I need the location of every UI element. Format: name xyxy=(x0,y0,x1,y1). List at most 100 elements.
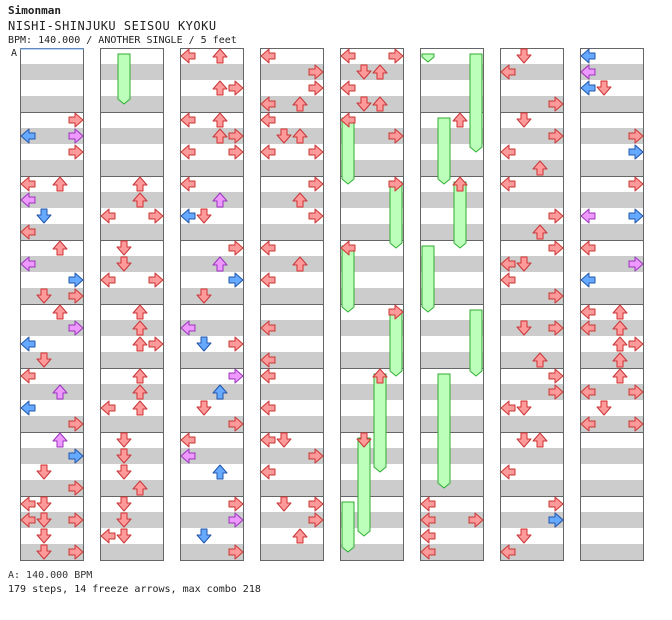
left-arrow-icon xyxy=(260,368,276,384)
left-arrow-icon xyxy=(260,432,276,448)
right-arrow-icon xyxy=(308,64,324,80)
right-arrow-icon xyxy=(308,80,324,96)
chart-column xyxy=(100,48,164,561)
left-arrow-icon xyxy=(260,240,276,256)
up-arrow-icon xyxy=(132,320,148,336)
down-arrow-icon xyxy=(516,256,532,272)
left-arrow-icon xyxy=(180,144,196,160)
right-arrow-icon xyxy=(308,496,324,512)
down-arrow-icon xyxy=(36,352,52,368)
down-arrow-icon xyxy=(356,64,372,80)
measure-box xyxy=(340,496,404,561)
freeze-arrow xyxy=(421,53,435,63)
up-arrow-icon xyxy=(612,320,628,336)
freeze-arrow xyxy=(117,53,131,105)
down-arrow-icon xyxy=(276,128,292,144)
chart-column xyxy=(500,48,564,561)
freeze-arrow xyxy=(389,309,403,377)
left-arrow-icon xyxy=(340,240,356,256)
section-marker: A xyxy=(11,48,18,59)
freeze-arrow xyxy=(437,373,451,489)
measure-box xyxy=(20,496,84,561)
right-arrow-icon xyxy=(628,128,644,144)
up-arrow-icon xyxy=(292,528,308,544)
right-arrow-icon xyxy=(68,544,84,560)
right-arrow-icon xyxy=(548,320,564,336)
freeze-arrow xyxy=(453,181,467,249)
right-arrow-icon xyxy=(228,272,244,288)
up-arrow-icon xyxy=(372,368,388,384)
left-arrow-icon xyxy=(500,64,516,80)
down-arrow-icon xyxy=(116,464,132,480)
up-arrow-icon xyxy=(532,432,548,448)
up-arrow-icon xyxy=(612,352,628,368)
up-arrow-icon xyxy=(212,80,228,96)
left-arrow-icon xyxy=(20,368,36,384)
down-arrow-icon xyxy=(116,432,132,448)
right-arrow-icon xyxy=(548,240,564,256)
right-arrow-icon xyxy=(548,368,564,384)
freeze-arrow xyxy=(357,437,371,537)
right-arrow-icon xyxy=(68,512,84,528)
up-arrow-icon xyxy=(532,160,548,176)
freeze-arrow xyxy=(341,501,355,553)
up-arrow-icon xyxy=(612,304,628,320)
right-arrow-icon xyxy=(228,496,244,512)
left-arrow-icon xyxy=(20,224,36,240)
right-arrow-icon xyxy=(308,208,324,224)
right-arrow-icon xyxy=(148,336,164,352)
down-arrow-icon xyxy=(36,544,52,560)
left-arrow-icon xyxy=(180,448,196,464)
right-arrow-icon xyxy=(148,272,164,288)
right-arrow-icon xyxy=(628,336,644,352)
up-arrow-icon xyxy=(132,384,148,400)
up-arrow-icon xyxy=(212,464,228,480)
up-arrow-icon xyxy=(212,256,228,272)
right-arrow-icon xyxy=(228,544,244,560)
song-title: NISHI-SHINJUKU SEISOU KYOKU xyxy=(8,19,217,33)
right-arrow-icon xyxy=(548,208,564,224)
down-arrow-icon xyxy=(356,432,372,448)
right-arrow-icon xyxy=(68,288,84,304)
freeze-arrow xyxy=(389,181,403,249)
left-arrow-icon xyxy=(580,272,596,288)
right-arrow-icon xyxy=(68,416,84,432)
right-arrow-icon xyxy=(228,240,244,256)
up-arrow-icon xyxy=(212,48,228,64)
up-arrow-icon xyxy=(612,368,628,384)
left-arrow-icon xyxy=(20,496,36,512)
up-arrow-icon xyxy=(452,112,468,128)
freeze-arrow xyxy=(421,245,435,313)
down-arrow-icon xyxy=(516,400,532,416)
up-arrow-icon xyxy=(212,192,228,208)
down-arrow-icon xyxy=(516,432,532,448)
right-arrow-icon xyxy=(548,128,564,144)
up-arrow-icon xyxy=(52,176,68,192)
chart-column xyxy=(420,48,484,561)
down-arrow-icon xyxy=(516,320,532,336)
left-arrow-icon xyxy=(100,528,116,544)
left-arrow-icon xyxy=(180,320,196,336)
up-arrow-icon xyxy=(52,240,68,256)
right-arrow-icon xyxy=(548,384,564,400)
right-arrow-icon xyxy=(228,512,244,528)
up-arrow-icon xyxy=(212,128,228,144)
left-arrow-icon xyxy=(20,400,36,416)
left-arrow-icon xyxy=(20,512,36,528)
left-arrow-icon xyxy=(260,112,276,128)
left-arrow-icon xyxy=(100,272,116,288)
down-arrow-icon xyxy=(596,400,612,416)
measure-box xyxy=(580,496,644,561)
right-arrow-icon xyxy=(308,176,324,192)
down-arrow-icon xyxy=(276,496,292,512)
left-arrow-icon xyxy=(180,48,196,64)
right-arrow-icon xyxy=(388,176,404,192)
right-arrow-icon xyxy=(68,320,84,336)
left-arrow-icon xyxy=(580,384,596,400)
right-arrow-icon xyxy=(68,272,84,288)
left-arrow-icon xyxy=(260,144,276,160)
right-arrow-icon xyxy=(228,416,244,432)
freeze-arrow xyxy=(469,309,483,377)
left-arrow-icon xyxy=(260,272,276,288)
up-arrow-icon xyxy=(132,368,148,384)
